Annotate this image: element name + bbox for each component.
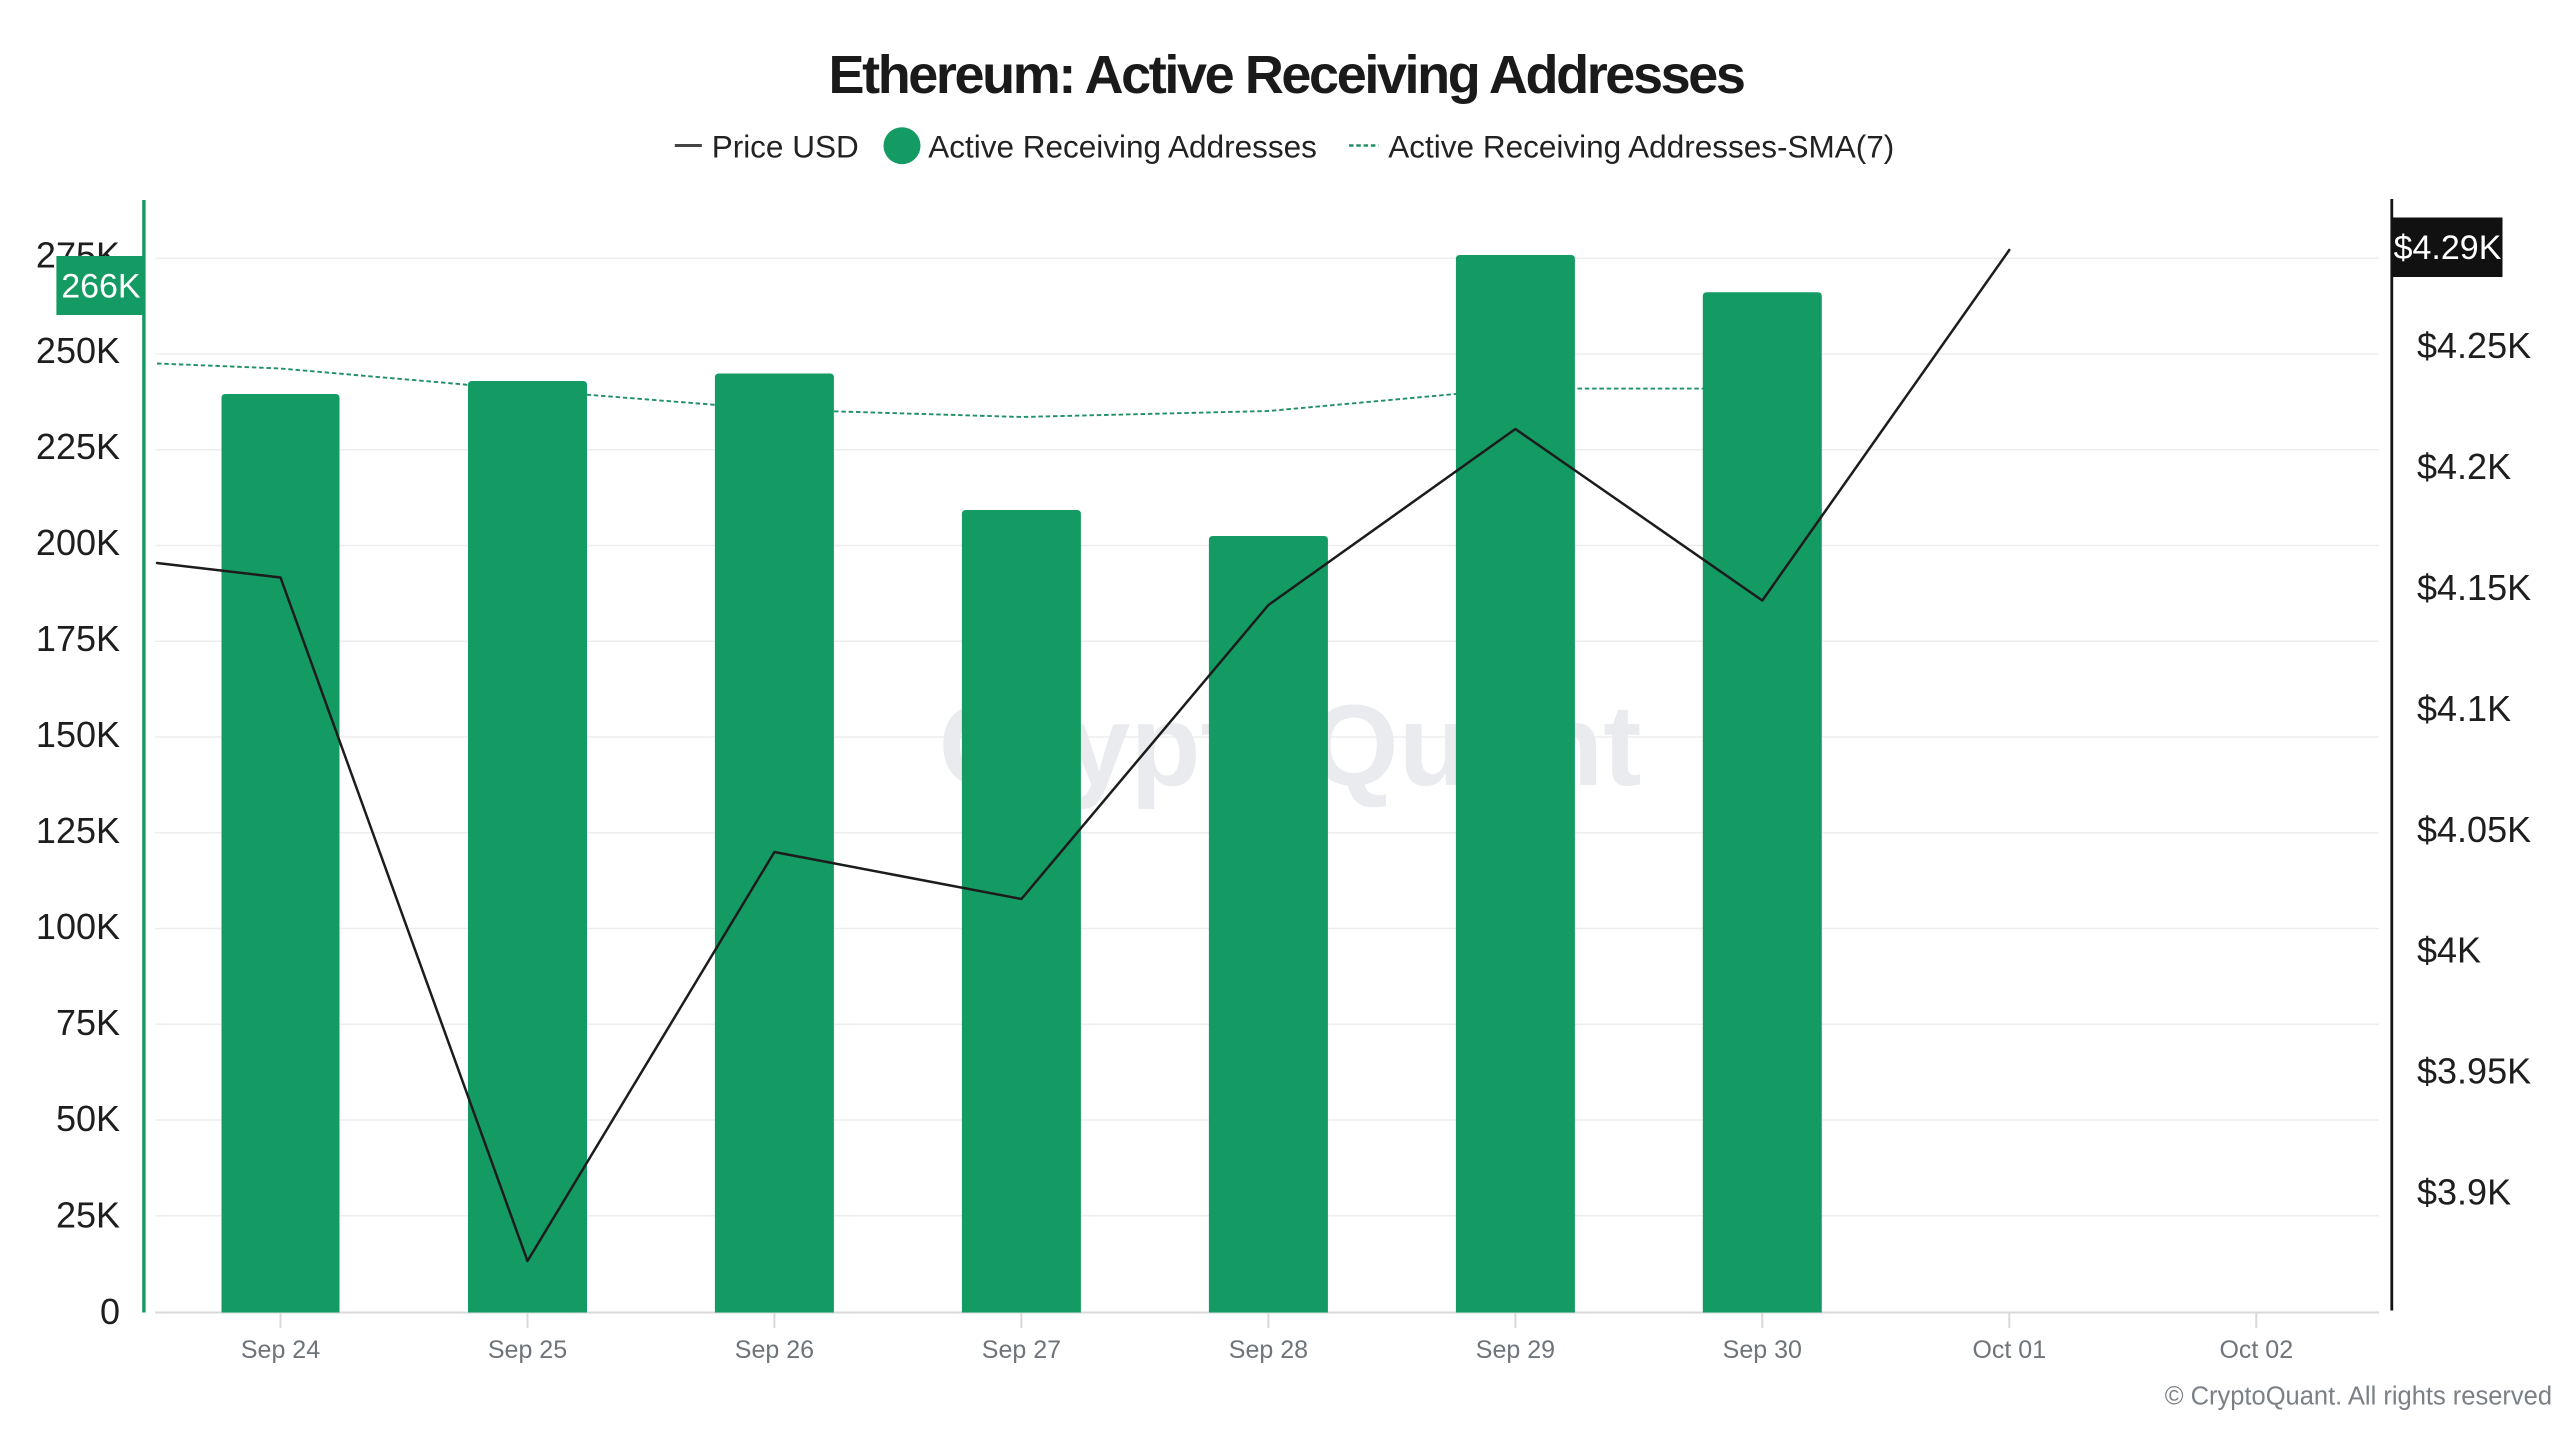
svg-text:Price USD: Price USD	[712, 129, 859, 165]
svg-text:© CryptoQuant. All rights rese: © CryptoQuant. All rights reserved	[2165, 1383, 2552, 1411]
svg-text:50K: 50K	[56, 1098, 120, 1139]
svg-text:$3.95K: $3.95K	[2417, 1051, 2531, 1092]
svg-text:Oct 02: Oct 02	[2219, 1336, 2293, 1364]
svg-text:Sep 24: Sep 24	[241, 1336, 320, 1364]
svg-text:75K: 75K	[56, 1002, 120, 1043]
svg-text:Active Receiving Addresses-SMA: Active Receiving Addresses-SMA(7)	[1388, 129, 1894, 165]
svg-text:$4.25K: $4.25K	[2417, 325, 2531, 366]
svg-text:125K: 125K	[36, 810, 120, 851]
svg-text:25K: 25K	[56, 1194, 120, 1235]
svg-text:Oct 01: Oct 01	[1972, 1336, 2046, 1364]
svg-text:175K: 175K	[36, 618, 120, 659]
svg-text:250K: 250K	[36, 330, 120, 371]
svg-text:$4K: $4K	[2417, 930, 2481, 971]
svg-text:Ethereum: Active Receiving Add: Ethereum: Active Receiving Addresses	[829, 45, 1744, 105]
svg-text:Active Receiving Addresses: Active Receiving Addresses	[928, 129, 1317, 165]
svg-text:Sep 28: Sep 28	[1229, 1336, 1308, 1364]
svg-text:Sep 25: Sep 25	[488, 1336, 567, 1364]
svg-text:266K: 266K	[61, 268, 141, 306]
svg-text:Sep 27: Sep 27	[982, 1336, 1061, 1364]
svg-text:225K: 225K	[36, 426, 120, 467]
svg-text:0: 0	[100, 1291, 120, 1332]
svg-text:$4.2K: $4.2K	[2417, 446, 2511, 487]
svg-text:200K: 200K	[36, 522, 120, 563]
svg-text:$4.29K: $4.29K	[2394, 229, 2502, 267]
svg-text:150K: 150K	[36, 714, 120, 755]
svg-text:$3.9K: $3.9K	[2417, 1172, 2511, 1213]
svg-text:Sep 26: Sep 26	[735, 1336, 814, 1364]
svg-text:$4.05K: $4.05K	[2417, 809, 2531, 850]
svg-text:$4.15K: $4.15K	[2417, 567, 2531, 608]
svg-text:Sep 29: Sep 29	[1476, 1336, 1555, 1364]
svg-text:$4.1K: $4.1K	[2417, 688, 2511, 729]
svg-text:100K: 100K	[36, 906, 120, 947]
svg-text:Sep 30: Sep 30	[1723, 1336, 1802, 1364]
